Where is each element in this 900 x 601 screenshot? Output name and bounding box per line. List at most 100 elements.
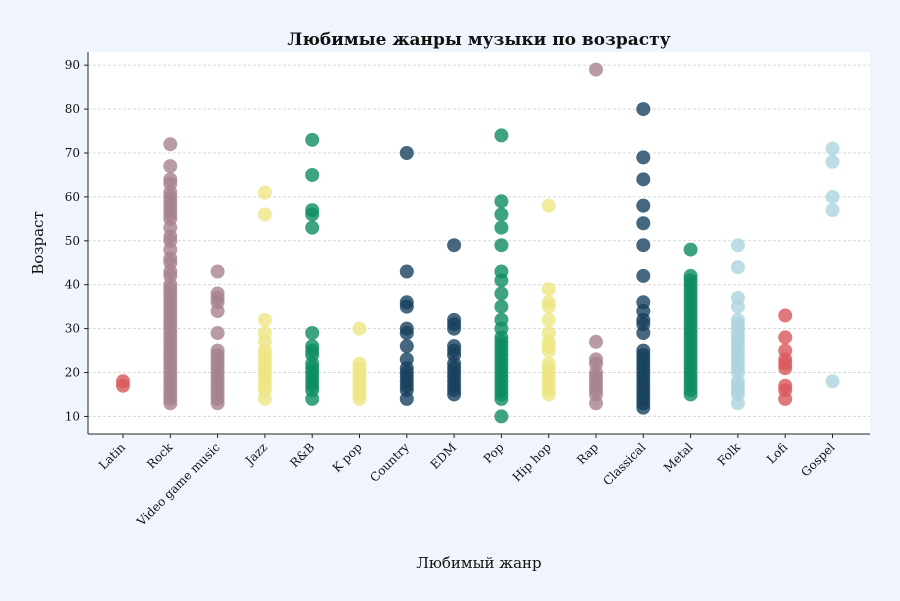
x-tick-label: Rap — [574, 440, 601, 467]
data-point — [116, 374, 130, 389]
data-point — [494, 194, 509, 209]
data-point — [305, 326, 320, 341]
data-point — [825, 374, 840, 389]
y-tick-label: 30 — [65, 322, 80, 336]
data-point — [636, 150, 651, 165]
data-point — [636, 216, 651, 231]
y-tick-label: 40 — [65, 278, 80, 292]
data-point — [636, 198, 651, 213]
data-point — [494, 299, 509, 314]
data-point — [778, 308, 793, 323]
data-point — [305, 167, 320, 182]
data-point — [257, 312, 272, 327]
data-point — [305, 207, 320, 222]
data-point — [163, 137, 178, 152]
data-point — [825, 203, 840, 218]
data-point — [494, 286, 509, 301]
data-point — [636, 400, 651, 415]
data-point — [825, 141, 840, 156]
data-point — [778, 361, 793, 376]
data-point — [589, 334, 603, 349]
data-point — [163, 159, 178, 174]
y-tick-label: 50 — [65, 234, 80, 248]
data-point — [494, 273, 509, 288]
data-point — [589, 396, 603, 411]
series-gospel — [825, 141, 840, 389]
data-point — [257, 391, 272, 406]
data-point — [447, 387, 462, 402]
x-tick-label: Video game music — [134, 440, 223, 529]
y-tick-label: 90 — [65, 58, 80, 72]
data-point — [541, 312, 556, 327]
data-point — [825, 189, 840, 204]
y-tick-label: 80 — [65, 102, 80, 116]
series-metal — [683, 242, 698, 402]
series-jazz — [257, 185, 272, 406]
data-point — [494, 238, 509, 253]
series-hip-hop — [541, 198, 556, 402]
data-point — [636, 268, 651, 283]
y-axis-label: Возраст — [29, 211, 47, 274]
data-point — [305, 391, 320, 406]
data-point — [589, 62, 603, 77]
data-point — [399, 264, 414, 279]
data-point — [683, 387, 698, 402]
y-tick-label: 60 — [65, 190, 80, 204]
x-tick-label: EDM — [428, 440, 460, 472]
x-tick-label: Rock — [144, 440, 176, 472]
data-point — [636, 102, 651, 117]
series-country — [399, 145, 414, 406]
data-point — [305, 220, 320, 235]
data-point — [399, 299, 414, 314]
y-tick-label: 10 — [65, 409, 80, 423]
data-point — [447, 238, 462, 253]
data-point — [210, 326, 225, 341]
data-point — [636, 326, 651, 341]
data-point — [494, 207, 509, 222]
x-tick-label: Gospel — [798, 440, 837, 479]
data-point — [541, 198, 556, 213]
x-tick-label: Metal — [661, 440, 696, 475]
data-point — [399, 145, 414, 160]
series-edm — [447, 238, 462, 402]
data-point — [825, 154, 840, 169]
data-point — [730, 299, 745, 314]
x-tick-label: Country — [367, 440, 412, 485]
data-point — [352, 321, 367, 336]
data-point — [778, 391, 793, 406]
x-axis-label: Любимый жанр — [416, 554, 541, 572]
data-point — [447, 321, 462, 336]
data-point — [305, 132, 320, 147]
x-tick-label: R&B — [287, 440, 317, 470]
data-point — [399, 326, 414, 341]
data-point — [636, 238, 651, 253]
data-point — [210, 396, 225, 411]
data-point — [494, 128, 509, 143]
x-tick-label: Folk — [715, 440, 744, 469]
data-point — [778, 330, 793, 345]
data-point — [541, 387, 556, 402]
series-folk — [730, 238, 745, 411]
series-r-b — [305, 132, 320, 406]
series-rock — [163, 137, 178, 411]
data-point — [730, 396, 745, 411]
data-point — [257, 207, 272, 222]
data-point — [210, 304, 225, 319]
series-pop — [494, 128, 509, 424]
data-point — [541, 299, 556, 314]
data-point — [399, 339, 414, 354]
data-point — [399, 391, 414, 406]
x-tick-label: Latin — [96, 440, 128, 472]
series-lofi — [778, 308, 793, 406]
y-tick-label: 20 — [65, 366, 80, 380]
y-tick-label: 70 — [65, 146, 80, 160]
data-point — [541, 282, 556, 297]
data-point — [636, 172, 651, 187]
data-point — [730, 260, 745, 275]
data-point — [494, 220, 509, 235]
series-classical — [636, 102, 651, 415]
data-point — [494, 391, 509, 406]
series-k-pop — [352, 321, 367, 406]
series-rap — [589, 62, 603, 411]
